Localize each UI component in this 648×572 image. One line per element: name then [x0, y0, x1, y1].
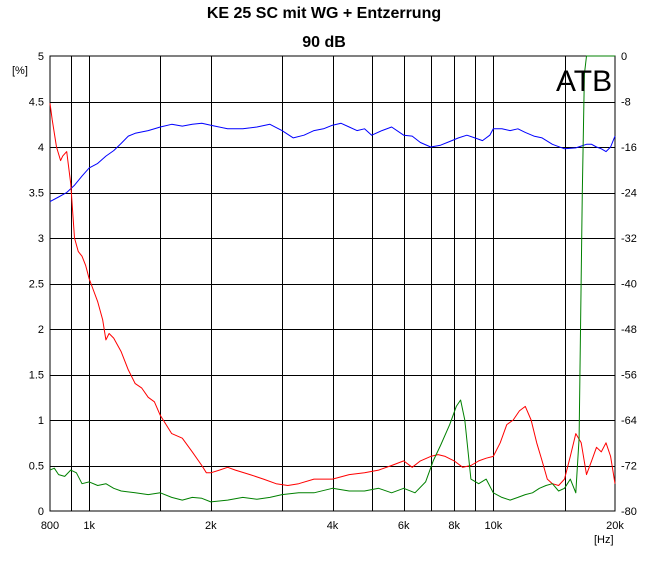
y-left-tick-label: 2 — [38, 324, 44, 336]
y-right-tick-label: -64 — [621, 415, 637, 427]
y-right-tick-label: -8 — [621, 97, 631, 109]
y-left-tick-label: 4 — [38, 142, 44, 154]
y-left-tick-label: 4.5 — [29, 97, 44, 109]
chart-title: KE 25 SC mit WG + Entzerrung — [206, 5, 442, 22]
x-tick-label: 1k — [83, 520, 95, 532]
x-axis-unit-label: [Hz] — [594, 534, 614, 546]
y-right-tick-label: -80 — [621, 506, 637, 518]
grid-lines — [50, 56, 615, 511]
series-line-2 — [49, 55, 615, 503]
y-right-tick-label: -56 — [621, 370, 637, 382]
data-series — [49, 55, 616, 503]
y-left-tick-label: 5 — [38, 51, 44, 63]
y-left-tick-label: 0 — [38, 506, 44, 518]
x-tick-label: 800 — [41, 520, 59, 532]
x-tick-label: 10k — [484, 520, 502, 532]
x-tick-label: 6k — [398, 520, 410, 532]
x-tick-label: 4k — [327, 520, 339, 532]
y-left-tick-label: 2.5 — [29, 279, 44, 291]
series-line-1 — [49, 103, 616, 486]
chart-subtitle: 90 dB — [302, 34, 346, 51]
y-right-tick-label: -48 — [621, 324, 637, 336]
y-left-tick-label: 1 — [38, 415, 44, 427]
y-left-tick-label: 1.5 — [29, 370, 44, 382]
x-tick-label: 2k — [205, 520, 217, 532]
y-right-tick-label: -32 — [621, 233, 637, 245]
y-right-tick-label: -40 — [621, 279, 637, 291]
x-tick-label: 8k — [448, 520, 460, 532]
y-right-tick-label: -24 — [621, 188, 637, 200]
y-left-tick-label: 0.5 — [29, 461, 44, 473]
series-line-0 — [49, 122, 616, 203]
x-tick-label: 20k — [606, 520, 624, 532]
y-right-tick-label: -16 — [621, 142, 637, 154]
atb-logo-badge: ATB — [556, 65, 612, 98]
y-right-tick-label: -72 — [621, 461, 637, 473]
y-left-tick-label: 3.5 — [29, 188, 44, 200]
y-right-tick-label: 0 — [621, 51, 627, 63]
tick-labels: 00.511.522.533.544.55-80-72-64-56-48-40-… — [29, 51, 637, 532]
y-axis-unit-label: [%] — [12, 65, 28, 77]
plot-frame — [49, 55, 616, 512]
y-left-tick-label: 3 — [38, 233, 44, 245]
